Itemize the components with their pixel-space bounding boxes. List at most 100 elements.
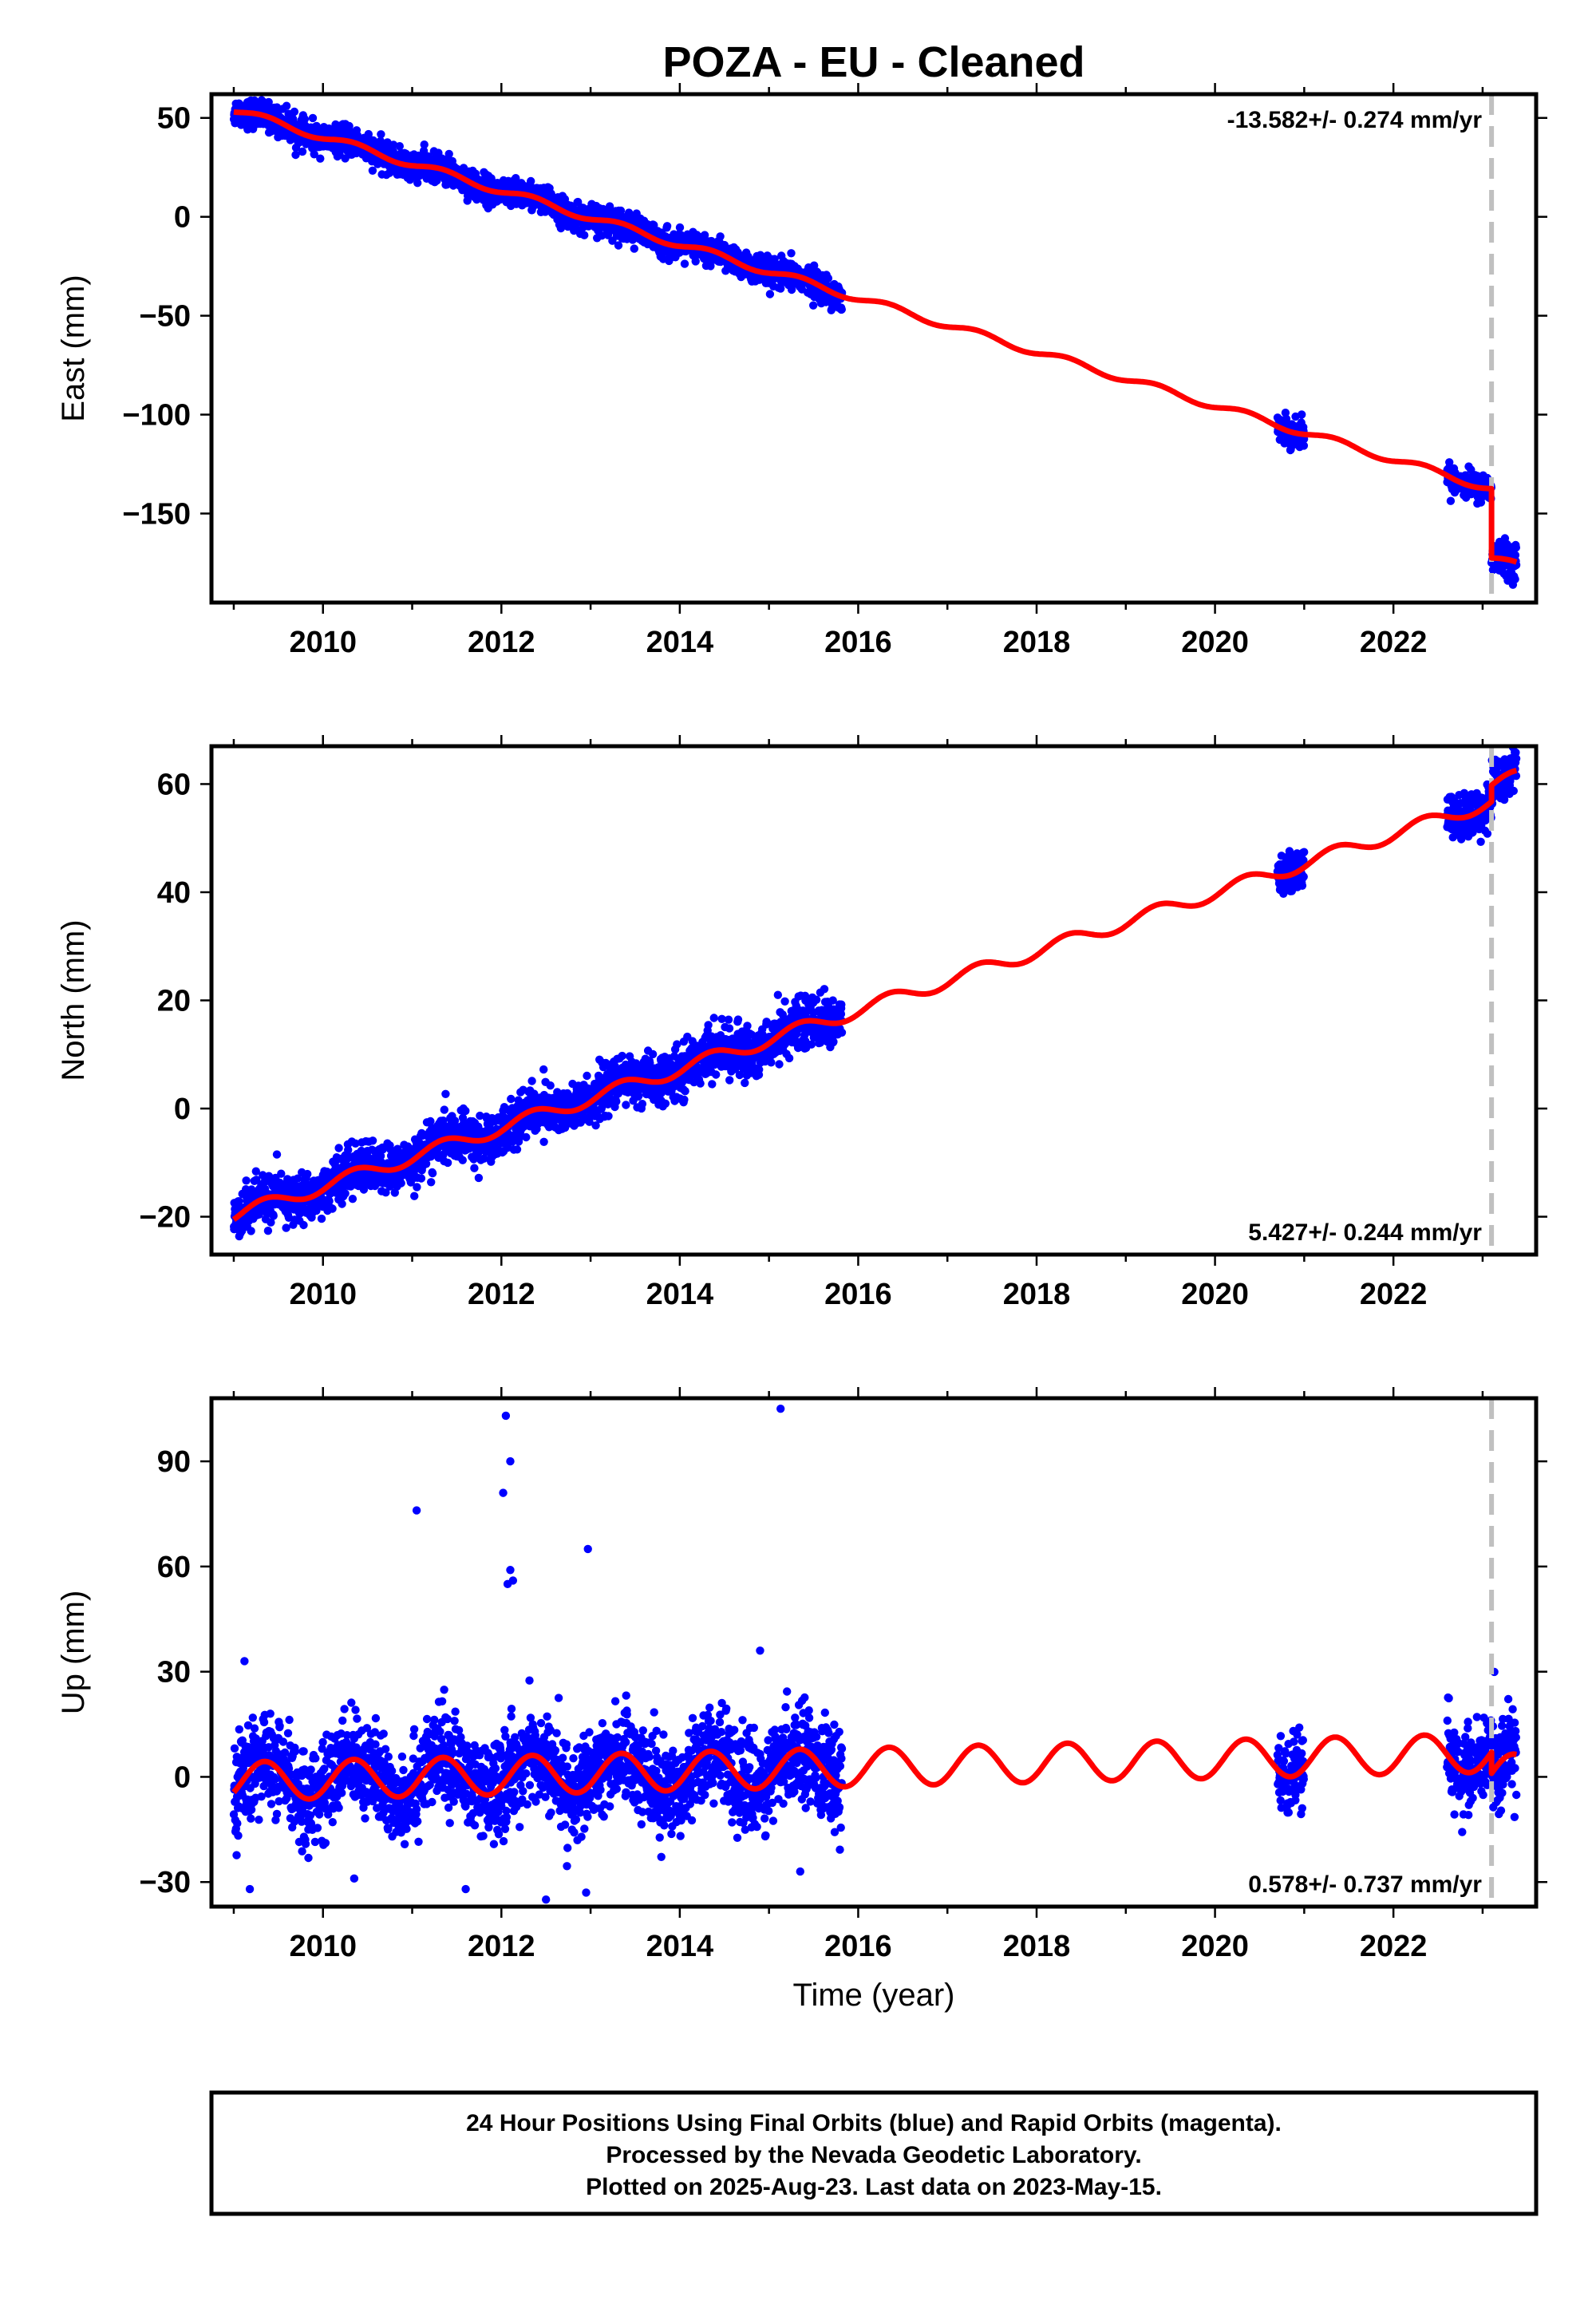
y-tick-label: 40 — [157, 876, 191, 910]
data-point — [299, 1220, 308, 1230]
data-point — [1299, 441, 1309, 450]
x-tick-label: 2014 — [646, 1278, 714, 1311]
data-point — [242, 1176, 251, 1185]
y-axis: 500−50−100−150 — [122, 102, 1547, 531]
x-tick-label: 2012 — [468, 1278, 535, 1311]
data-point — [539, 1137, 548, 1147]
data-point — [527, 176, 535, 186]
data-point — [298, 147, 307, 156]
x-tick-label: 2022 — [1360, 1278, 1428, 1311]
data-point — [680, 259, 689, 268]
data-point — [716, 232, 725, 241]
data-point — [704, 1021, 713, 1030]
data-point — [272, 1150, 282, 1159]
data-point — [755, 1065, 764, 1074]
data-point — [700, 231, 709, 239]
data-point — [376, 1152, 385, 1160]
data-point — [767, 1058, 776, 1067]
y-tick-label: 20 — [157, 985, 191, 1018]
x-tick-label: 2014 — [646, 626, 714, 659]
north-panel: 2010 2012 2014 2016 2018 2020 20226040200−20No… — [56, 735, 1547, 1311]
data-point — [662, 222, 672, 231]
data-point — [413, 179, 422, 188]
y-tick-label: 0 — [174, 201, 191, 235]
x-tick-label: 2018 — [1003, 1278, 1071, 1311]
data-point — [377, 130, 385, 139]
data-point — [397, 1179, 405, 1188]
x-tick-label: 2016 — [824, 1278, 892, 1311]
data-point — [787, 249, 796, 258]
data-point — [784, 1053, 794, 1063]
data-point — [648, 1049, 658, 1059]
data-point — [681, 1087, 689, 1096]
data-point — [765, 290, 775, 298]
x-tick-label: 2012 — [468, 626, 535, 659]
data-point — [344, 1145, 353, 1155]
data-point — [712, 1070, 721, 1079]
data-point — [441, 1089, 450, 1099]
data-point — [638, 1100, 647, 1109]
data-point — [334, 1144, 343, 1152]
y-tick-label: 50 — [157, 102, 191, 136]
data-point — [583, 1071, 591, 1081]
data-point — [696, 1079, 705, 1088]
data-point — [300, 115, 310, 124]
data-point — [308, 113, 318, 123]
y-axis-title: North (mm) — [56, 919, 91, 1081]
data-point — [775, 1060, 784, 1069]
data-point — [1511, 551, 1520, 559]
data-point — [458, 1156, 467, 1164]
data-point — [310, 150, 318, 159]
rate-label: -13.582+/- 0.274 mm/yr — [1227, 107, 1483, 133]
data-point — [247, 1227, 255, 1235]
data-point — [444, 149, 453, 159]
y-tick-label: −20 — [140, 1201, 191, 1235]
data-point — [708, 1080, 717, 1089]
data-point — [291, 150, 300, 160]
data-point — [417, 1174, 426, 1183]
data-point — [809, 301, 818, 310]
data-point — [780, 997, 789, 1006]
data-point — [661, 1099, 670, 1109]
y-tick-label: −50 — [140, 300, 191, 334]
data-point — [837, 305, 847, 314]
data-point — [282, 1223, 290, 1232]
data-point — [614, 241, 623, 250]
data-point — [316, 154, 325, 163]
data-point — [507, 1094, 516, 1104]
y-tick-label: −150 — [122, 497, 191, 531]
data-point — [303, 1169, 312, 1179]
data-point — [616, 206, 626, 215]
data-point — [428, 1168, 437, 1178]
data-point — [604, 1112, 613, 1120]
y-tick-label: 0 — [174, 1093, 191, 1126]
x-axis: 2010 2012 2014 2016 2018 2020 2022 — [232, 735, 1484, 1311]
east-panel: 2010 2012 2014 2016 2018 2020 2022500−50−100−1… — [56, 83, 1547, 659]
data-point — [395, 142, 404, 151]
data-point — [512, 1145, 522, 1154]
x-tick-label: 2020 — [1181, 1278, 1249, 1311]
data-point — [351, 1139, 360, 1148]
data-point — [410, 1192, 419, 1200]
data-point — [733, 1015, 743, 1024]
data-point — [725, 1076, 734, 1085]
data-point — [820, 985, 829, 994]
data-point — [1511, 543, 1521, 552]
data-point — [546, 1081, 555, 1090]
data-point — [709, 1014, 718, 1022]
data-point — [1282, 414, 1291, 423]
x-axis: 2010 2012 2014 2016 2018 2020 2022 — [232, 83, 1484, 659]
data-point — [251, 1167, 260, 1176]
data-point — [618, 1051, 626, 1061]
data-point — [741, 1078, 749, 1088]
plot-frame — [209, 92, 1539, 605]
data-point — [474, 1173, 484, 1183]
figure-title: POZA - EU - Cleaned — [662, 38, 1084, 86]
data-point — [282, 101, 291, 110]
x-tick-label: 2010 — [289, 626, 357, 659]
data-point — [1281, 409, 1290, 417]
data-point — [650, 220, 658, 230]
data-point — [743, 1022, 752, 1030]
